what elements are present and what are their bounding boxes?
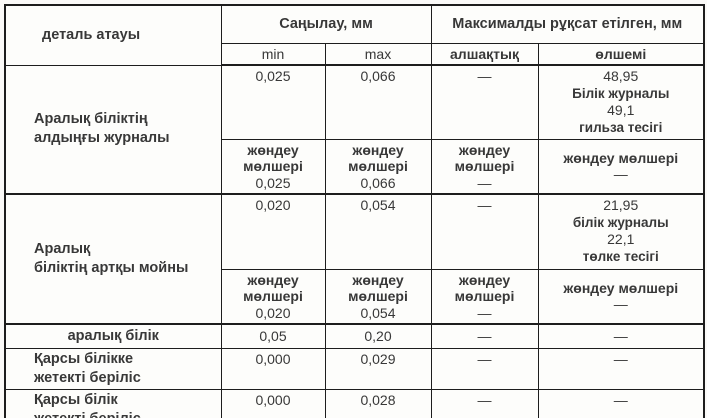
repair-label: жөндеу мөлшері: [348, 141, 408, 175]
rear-neck-repair-size-cell: жөндеу мөлшері —: [537, 268, 705, 325]
header-gap: алшақтық: [430, 42, 539, 66]
repair-label: жөндеу мөлшері: [563, 149, 679, 166]
counter-shaft-to-min-value: 0,000: [220, 347, 326, 390]
repair-label: жөндеу мөлшері: [563, 279, 679, 296]
repair-label: жөндеу мөлшері: [243, 271, 303, 305]
repair-gap-value: —: [477, 174, 492, 191]
repair-max-value: 0,054: [360, 304, 396, 321]
counter-shaft-min-value: 0,000: [220, 388, 326, 418]
repair-min-value: 0,020: [255, 304, 291, 321]
header-max-allowed: Максималды рұқсат етілген, мм: [430, 4, 705, 44]
repair-min-value: 0,025: [255, 174, 291, 191]
front-journal-gap-value: —: [430, 64, 539, 140]
front-journal-repair-gap-cell: жөндеу мөлшері —: [430, 138, 539, 195]
repair-size-value: —: [613, 296, 628, 313]
header-part-name: деталь атауы: [4, 4, 222, 66]
row-rear-neck: Аралық біліктің артқы мойны 0,020 0,054 …: [4, 193, 705, 325]
counter-shaft-to-part-label: Қарсы білікке жетекті беріліс: [4, 347, 222, 390]
rear-neck-repair-gap-cell: жөндеу мөлшері —: [430, 268, 539, 325]
front-journal-repair-max-cell: жөндеу мөлшері 0,066: [324, 138, 432, 195]
intermediate-shaft-size-value: —: [537, 323, 705, 349]
size-value: 49,1: [607, 102, 635, 118]
row-front-journal: Аралық біліктің алдыңғы журналы 0,025 0,…: [4, 64, 705, 195]
rear-neck-part-label: Аралық біліктің артқы мойны: [4, 193, 222, 325]
intermediate-shaft-max-value: 0,20: [324, 323, 432, 349]
size-note: төлке тесігі: [582, 249, 659, 264]
front-journal-part-label: Аралық біліктің алдыңғы журналы: [4, 64, 222, 195]
rear-neck-min-value: 0,020: [220, 193, 326, 270]
counter-shaft-max-value: 0,028: [324, 388, 432, 418]
repair-gap-value: —: [477, 304, 492, 321]
row-intermediate-shaft: аралық білік 0,05 0,20 — —: [4, 323, 705, 349]
size-value: 48,95: [603, 68, 639, 84]
repair-max-value: 0,066: [360, 174, 396, 191]
row-rear-neck-repair: жөндеу мөлшері 0,020 жөндеу мөлшері 0,05…: [5, 268, 705, 325]
header-size: өлшемі: [537, 42, 705, 66]
header-row-2: min max алшақтық өлшемі: [5, 42, 705, 66]
counter-shaft-size-value: —: [537, 388, 705, 418]
counter-shaft-to-size-value: —: [537, 347, 705, 390]
front-journal-repair-size-cell: жөндеу мөлшері —: [537, 138, 705, 195]
size-value: 22,1: [607, 231, 635, 247]
size-note: Білік журналы: [572, 86, 670, 101]
counter-shaft-to-gap-value: —: [430, 347, 539, 390]
repair-label: жөндеу мөлшері: [454, 271, 515, 305]
intermediate-shaft-gap-value: —: [430, 323, 539, 349]
size-note: гильза тесігі: [579, 120, 663, 135]
front-journal-repair-min-cell: жөндеу мөлшері 0,025: [220, 138, 326, 195]
size-note: білік журналы: [572, 215, 669, 230]
intermediate-shaft-part-label: аралық білік: [4, 323, 222, 349]
counter-shaft-to-max-value: 0,029: [324, 347, 432, 390]
rear-neck-max-value: 0,054: [324, 193, 432, 270]
rear-neck-repair-min-cell: жөндеу мөлшері 0,020: [220, 268, 326, 325]
intermediate-shaft-min-value: 0,05: [220, 323, 326, 349]
header-min: min: [220, 42, 326, 66]
repair-size-value: —: [613, 166, 628, 183]
rear-neck-size-cell: 21,95 білік журналы 22,1 төлке тесігі: [537, 193, 705, 270]
counter-shaft-part-label: Қарсы білік жетекті беріліс: [4, 388, 222, 418]
size-value: 21,95: [603, 197, 639, 213]
row-counter-shaft-to: Қарсы білікке жетекті беріліс 0,000 0,02…: [4, 347, 705, 390]
header-clearance: Саңылау, мм: [220, 4, 432, 44]
front-journal-max-value: 0,066: [324, 64, 432, 140]
front-journal-min-value: 0,025: [220, 64, 326, 140]
repair-label: жөндеу мөлшері: [348, 271, 408, 305]
header-row-1: деталь атауы Саңылау, мм Максималды рұқс…: [4, 4, 705, 66]
front-journal-size-cell: 48,95 Білік журналы 49,1 гильза тесігі: [537, 64, 705, 140]
rear-neck-gap-value: —: [430, 193, 539, 270]
header-max: max: [324, 42, 432, 66]
rear-neck-repair-max-cell: жөндеу мөлшері 0,054: [324, 268, 432, 325]
spec-table: деталь атауы Саңылау, мм Максималды рұқс…: [4, 4, 705, 418]
repair-label: жөндеу мөлшері: [454, 141, 515, 175]
row-counter-shaft: Қарсы білік жетекті беріліс 0,000 0,028 …: [4, 388, 705, 418]
repair-label: жөндеу мөлшері: [243, 141, 303, 175]
row-front-journal-repair: жөндеу мөлшері 0,025 жөндеу мөлшері 0,06…: [5, 138, 705, 195]
counter-shaft-gap-value: —: [430, 388, 539, 418]
